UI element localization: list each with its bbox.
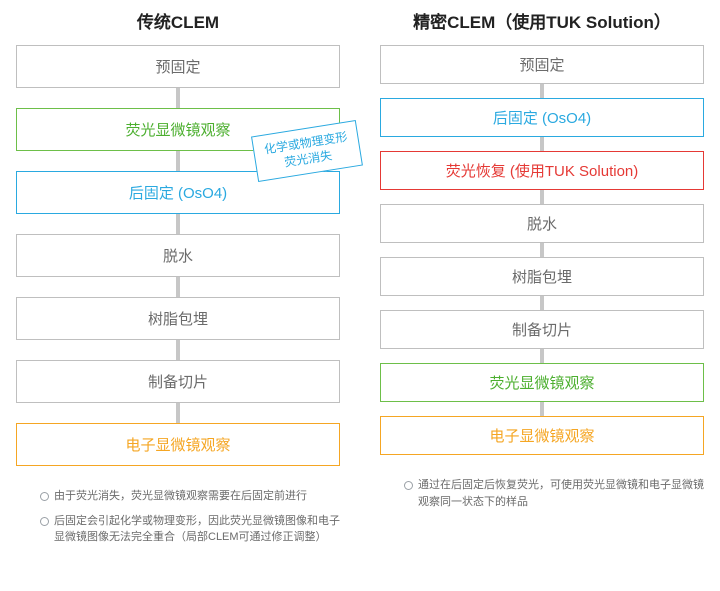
left-note-0: 由于荧光消失，荧光显微镜观察需要在后固定前进行: [40, 488, 340, 505]
right-step-1: 后固定 (OsO4): [380, 98, 704, 137]
right-step-6: 荧光显微镜观察: [380, 363, 704, 402]
right-step-2: 荧光恢复 (使用TUK Solution): [380, 151, 704, 190]
left-step-0: 预固定: [16, 45, 340, 88]
left-step-2: 后固定 (OsO4): [16, 171, 340, 214]
left-flow: 预固定 荧光显微镜观察 后固定 (OsO4) 脱水 树脂包埋 制备切片 电子显微…: [16, 45, 340, 466]
right-step-7: 电子显微镜观察: [380, 416, 704, 455]
right-title: 精密CLEM（使用TUK Solution）: [413, 8, 671, 33]
right-note-0: 通过在后固定后恢复荧光，可使用荧光显微镜和电子显微镜观察同一状态下的样品: [404, 477, 704, 510]
right-step-3: 脱水: [380, 204, 704, 243]
right-step-5: 制备切片: [380, 310, 704, 349]
right-notes: 通过在后固定后恢复荧光，可使用荧光显微镜和电子显微镜观察同一状态下的样品: [380, 477, 704, 518]
left-step-6: 电子显微镜观察: [16, 423, 340, 466]
right-column: 精密CLEM（使用TUK Solution） 预固定 后固定 (OsO4) 荧光…: [380, 8, 704, 591]
left-title: 传统CLEM: [137, 8, 219, 33]
right-flow: 预固定 后固定 (OsO4) 荧光恢复 (使用TUK Solution) 脱水 …: [380, 45, 704, 455]
comparison-container: 传统CLEM 预固定 荧光显微镜观察 后固定 (OsO4) 脱水 树脂包埋 制备…: [0, 0, 720, 591]
left-step-3: 脱水: [16, 234, 340, 277]
left-column: 传统CLEM 预固定 荧光显微镜观察 后固定 (OsO4) 脱水 树脂包埋 制备…: [16, 8, 340, 591]
left-note-1: 后固定会引起化学或物理变形，因此荧光显微镜图像和电子显微镜图像无法完全重合（局部…: [40, 513, 340, 546]
left-step-5: 制备切片: [16, 360, 340, 403]
right-step-0: 预固定: [380, 45, 704, 84]
left-step-4: 树脂包埋: [16, 297, 340, 340]
right-step-4: 树脂包埋: [380, 257, 704, 296]
left-notes: 由于荧光消失，荧光显微镜观察需要在后固定前进行 后固定会引起化学或物理变形，因此…: [16, 488, 340, 554]
